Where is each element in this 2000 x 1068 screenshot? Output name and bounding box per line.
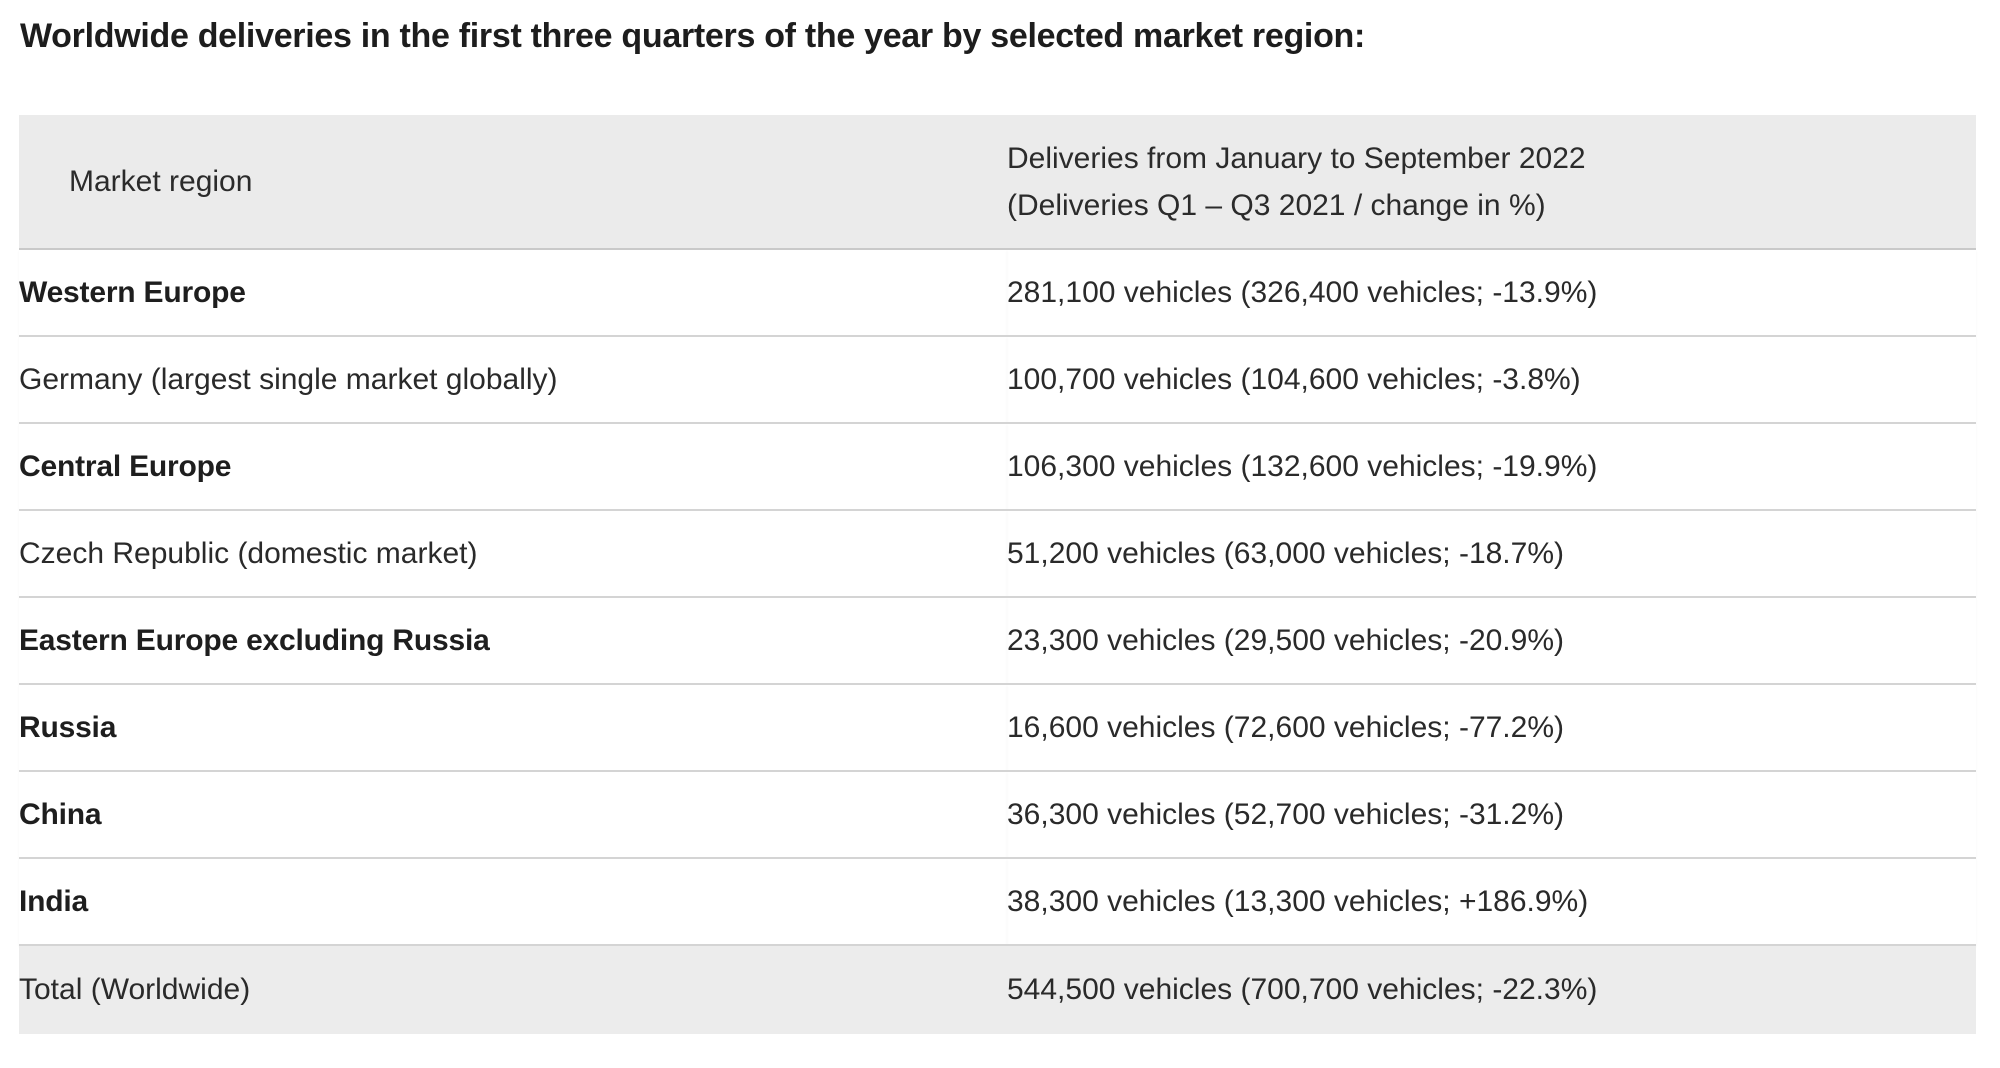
market-region-cell: Total (Worldwide) — [19, 973, 251, 1006]
table-row: Czech Republic (domestic market) 51,200 … — [19, 510, 1976, 598]
market-region-cell: Czech Republic (domestic market) — [19, 510, 1007, 598]
table-row: Western Europe 281,100 vehicles (326,400… — [19, 249, 1976, 337]
table-row: Total (Worldwide) 544,500 vehicles (700,… — [19, 945, 1976, 1034]
market-region-cell: Russia — [19, 684, 1007, 772]
column-header-deliveries: Deliveries from January to September 202… — [1007, 115, 1976, 250]
table-row: Russia 16,600 vehicles (72,600 vehicles;… — [19, 684, 1976, 772]
market-region-cell: Eastern Europe excluding Russia — [19, 597, 1007, 685]
market-region-cell: Western Europe — [19, 249, 1007, 337]
deliveries-cell: 100,700 vehicles (104,600 vehicles; -3.8… — [1007, 336, 1976, 424]
table-row: Germany (largest single market globally)… — [19, 336, 1976, 424]
column-header-market-region: Market region — [19, 115, 1007, 250]
table-row: Central Europe 106,300 vehicles (132,600… — [19, 423, 1976, 511]
market-region-cell: India — [19, 858, 1007, 946]
table-row: China 36,300 vehicles (52,700 vehicles; … — [19, 771, 1976, 859]
table-row: Eastern Europe excluding Russia 23,300 v… — [19, 597, 1976, 685]
deliveries-cell: 16,600 vehicles (72,600 vehicles; -77.2%… — [1007, 684, 1976, 772]
table-header-row: Market region Deliveries from January to… — [19, 115, 1976, 250]
deliveries-cell: 36,300 vehicles (52,700 vehicles; -31.2%… — [1007, 771, 1976, 859]
column-header-deliveries-line1: Deliveries from January to September 202… — [1007, 141, 1586, 175]
page: Worldwide deliveries in the first three … — [19, 17, 1976, 1034]
market-region-cell: China — [19, 771, 1007, 859]
deliveries-cell: 544,500 vehicles (700,700 vehicles; -22.… — [1007, 973, 1598, 1006]
deliveries-cell: 51,200 vehicles (63,000 vehicles; -18.7%… — [1007, 510, 1976, 598]
table-header: Market region Deliveries from January to… — [19, 115, 1976, 250]
market-region-cell: Central Europe — [19, 423, 1007, 511]
page-title: Worldwide deliveries in the first three … — [20, 17, 1366, 55]
deliveries-table: Market region Deliveries from January to… — [19, 115, 1976, 1034]
column-header-deliveries-line2: (Deliveries Q1 – Q3 2021 / change in %) — [1007, 188, 1546, 222]
deliveries-cell: 38,300 vehicles (13,300 vehicles; +186.9… — [1007, 858, 1976, 946]
market-region-cell: Germany (largest single market globally) — [19, 336, 1007, 424]
column-header-deliveries-lines: Deliveries from January to September 202… — [1007, 135, 1976, 229]
deliveries-cell: 23,300 vehicles (29,500 vehicles; -20.9%… — [1007, 597, 1976, 685]
deliveries-cell: 106,300 vehicles (132,600 vehicles; -19.… — [1007, 423, 1976, 511]
table-row: India 38,300 vehicles (13,300 vehicles; … — [19, 858, 1976, 946]
deliveries-cell: 281,100 vehicles (326,400 vehicles; -13.… — [1007, 249, 1976, 337]
table-body: Western Europe 281,100 vehicles (326,400… — [19, 249, 1976, 1034]
